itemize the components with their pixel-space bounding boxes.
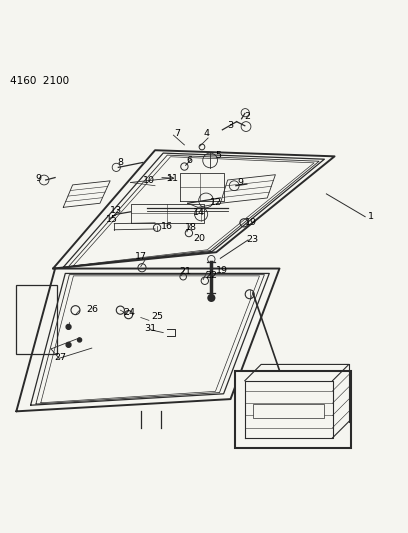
Text: 2: 2 (244, 112, 250, 121)
Text: 25: 25 (151, 312, 163, 321)
Text: 6: 6 (187, 156, 193, 165)
Text: 23: 23 (246, 236, 258, 245)
Text: 19: 19 (216, 266, 228, 275)
Text: 26: 26 (86, 305, 98, 314)
Text: 28: 28 (241, 434, 253, 443)
Circle shape (66, 325, 71, 329)
Text: 14: 14 (193, 208, 205, 217)
Text: 18: 18 (185, 223, 197, 232)
Text: 9: 9 (238, 179, 244, 188)
Text: 9: 9 (36, 174, 42, 183)
Bar (235, 370, 351, 448)
Text: 7: 7 (175, 130, 180, 139)
Text: 24: 24 (124, 308, 136, 317)
Text: 19: 19 (245, 219, 257, 228)
Circle shape (66, 342, 71, 348)
Text: 4: 4 (203, 130, 209, 139)
Text: 8: 8 (118, 158, 123, 167)
Text: 4160  2100: 4160 2100 (10, 76, 69, 86)
Bar (16, 285, 57, 354)
Text: 27: 27 (54, 352, 67, 361)
Text: 1: 1 (368, 212, 374, 221)
Text: 30: 30 (322, 377, 335, 386)
Text: 3: 3 (227, 121, 234, 130)
Text: 15: 15 (106, 215, 118, 224)
Text: 13: 13 (110, 206, 122, 215)
Text: 12: 12 (209, 198, 222, 206)
Text: 20: 20 (193, 235, 205, 243)
Text: 10: 10 (143, 176, 155, 185)
Circle shape (207, 294, 215, 302)
Text: 31: 31 (144, 324, 156, 333)
Text: 11: 11 (167, 174, 180, 183)
Bar (253, 403, 324, 418)
Text: 29: 29 (322, 385, 335, 394)
Text: 21: 21 (180, 267, 192, 276)
Text: 22: 22 (205, 271, 217, 280)
Text: 16: 16 (160, 222, 173, 231)
Circle shape (78, 338, 82, 342)
Text: 5: 5 (215, 151, 221, 160)
Text: 17: 17 (135, 252, 147, 261)
